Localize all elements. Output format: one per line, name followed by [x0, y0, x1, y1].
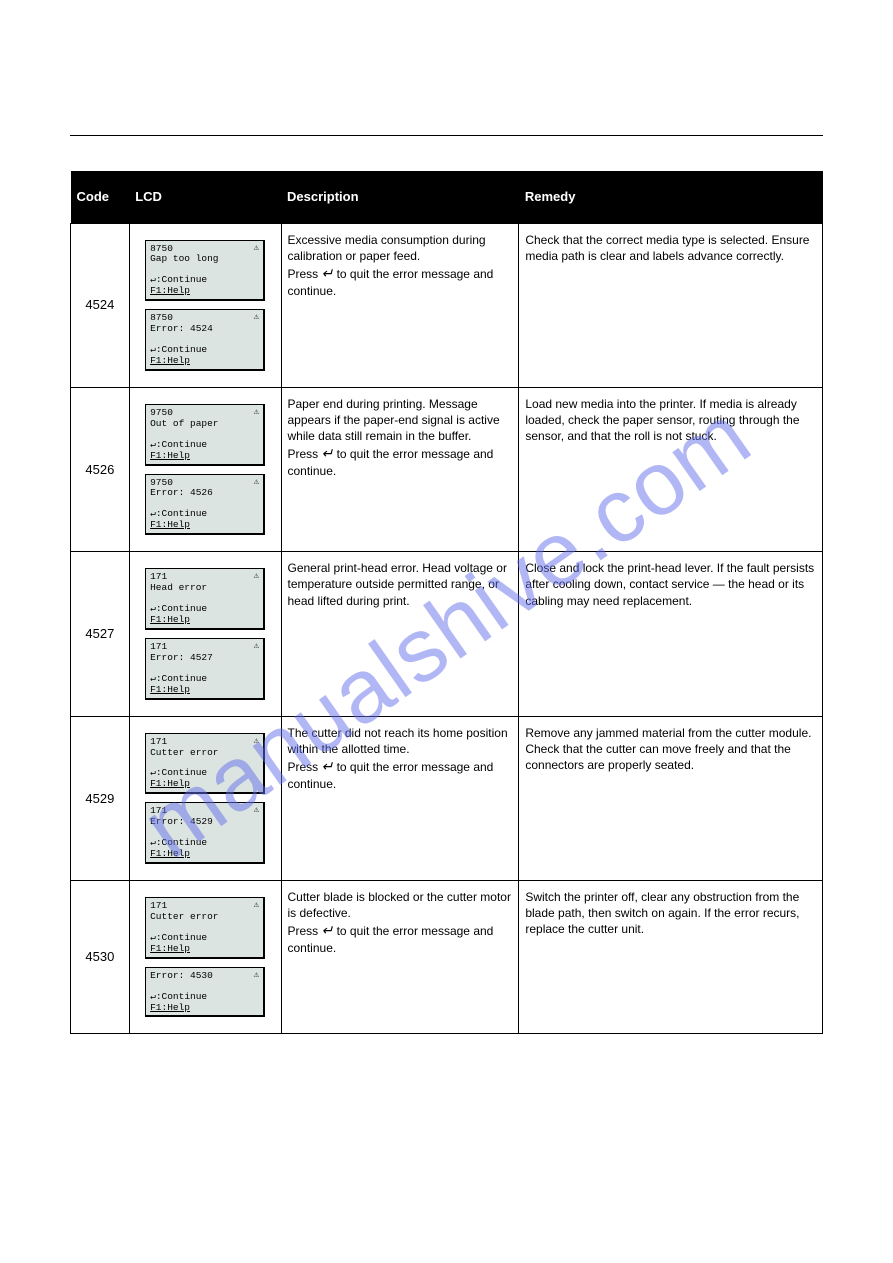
lcd-screen: ⚠ 9750 Error: 4526 ↵:Continue F1:Help	[145, 474, 265, 536]
lcd-screen: ⚠ 171 Cutter error ↵:Continue F1:Help	[145, 733, 265, 795]
cell-lcd: ⚠ 171 Cutter error ↵:Continue F1:Help ⚠ …	[129, 881, 281, 1034]
lcd-screen: ⚠ Error: 4530 ↵:Continue F1:Help	[145, 967, 265, 1018]
warning-icon: ⚠	[254, 312, 259, 322]
table-row: 4527 ⚠ 171 Head error ↵:Continue F1:Help…	[71, 552, 823, 716]
cell-remedy: Remove any jammed material from the cutt…	[519, 716, 823, 880]
table-row: 4526 ⚠ 9750 Out of paper ↵:Continue F1:H…	[71, 387, 823, 551]
lcd-screen: ⚠ 9750 Out of paper ↵:Continue F1:Help	[145, 404, 265, 466]
lcd-screen: ⚠ 171 Head error ↵:Continue F1:Help	[145, 568, 265, 630]
cell-desc: Paper end during printing. Message appea…	[281, 387, 519, 551]
cell-remedy: Switch the printer off, clear any obstru…	[519, 881, 823, 1034]
col-code: Code	[71, 171, 130, 223]
cell-lcd: ⚠ 171 Cutter error ↵:Continue F1:Help ⚠ …	[129, 716, 281, 880]
warning-icon: ⚠	[254, 641, 259, 651]
cell-desc: General print-head error. Head voltage o…	[281, 552, 519, 716]
warning-icon: ⚠	[254, 407, 259, 417]
cell-code: 4529	[71, 716, 130, 880]
header-rule	[70, 135, 823, 136]
cell-remedy: Load new media into the printer. If medi…	[519, 387, 823, 551]
cell-lcd: ⚠ 8750 Gap too long ↵:Continue F1:Help ⚠…	[129, 223, 281, 387]
cell-lcd: ⚠ 9750 Out of paper ↵:Continue F1:Help ⚠…	[129, 387, 281, 551]
page-content: Code LCD Description Remedy 4524 ⚠ 8750 …	[70, 75, 823, 1193]
warning-icon: ⚠	[254, 243, 259, 253]
lcd-screen: ⚠ 171 Error: 4529 ↵:Continue F1:Help	[145, 802, 265, 864]
col-lcd: LCD	[129, 171, 281, 223]
col-remedy: Remedy	[519, 171, 823, 223]
warning-icon: ⚠	[254, 571, 259, 581]
warning-icon: ⚠	[254, 805, 259, 815]
lcd-screen: ⚠ 8750 Gap too long ↵:Continue F1:Help	[145, 240, 265, 302]
cell-remedy: Check that the correct media type is sel…	[519, 223, 823, 387]
cell-code: 4526	[71, 387, 130, 551]
cell-remedy: Close and lock the print-head lever. If …	[519, 552, 823, 716]
cell-code: 4527	[71, 552, 130, 716]
table-row: 4524 ⚠ 8750 Gap too long ↵:Continue F1:H…	[71, 223, 823, 387]
cell-desc: Cutter blade is blocked or the cutter mo…	[281, 881, 519, 1034]
table-row: 4530 ⚠ 171 Cutter error ↵:Continue F1:He…	[71, 881, 823, 1034]
cell-code: 4530	[71, 881, 130, 1034]
lcd-screen: ⚠ 171 Cutter error ↵:Continue F1:Help	[145, 897, 265, 959]
status-messages-table: Code LCD Description Remedy 4524 ⚠ 8750 …	[70, 171, 823, 1034]
cell-code: 4524	[71, 223, 130, 387]
table-header-row: Code LCD Description Remedy	[71, 171, 823, 223]
cell-lcd: ⚠ 171 Head error ↵:Continue F1:Help ⚠ 17…	[129, 552, 281, 716]
warning-icon: ⚠	[254, 970, 259, 980]
lcd-screen: ⚠ 171 Error: 4527 ↵:Continue F1:Help	[145, 638, 265, 700]
table-row: 4529 ⚠ 171 Cutter error ↵:Continue F1:He…	[71, 716, 823, 880]
col-desc: Description	[281, 171, 519, 223]
warning-icon: ⚠	[254, 900, 259, 910]
lcd-screen: ⚠ 8750 Error: 4524 ↵:Continue F1:Help	[145, 309, 265, 371]
warning-icon: ⚠	[254, 477, 259, 487]
cell-desc: The cutter did not reach its home positi…	[281, 716, 519, 880]
warning-icon: ⚠	[254, 736, 259, 746]
cell-desc: Excessive media consumption during calib…	[281, 223, 519, 387]
